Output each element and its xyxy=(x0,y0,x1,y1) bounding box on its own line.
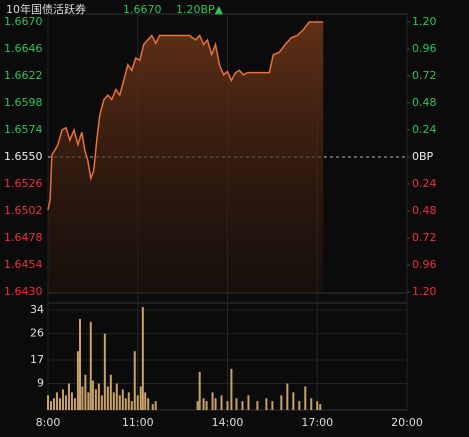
y-tick-label: 1.6646 xyxy=(4,42,43,55)
volume-bar xyxy=(124,398,127,410)
volume-bar xyxy=(106,386,109,410)
volume-bar xyxy=(47,395,49,410)
volume-bar xyxy=(319,404,322,410)
volume-bar xyxy=(316,401,319,410)
y-tick-label: 1.6670 xyxy=(4,15,43,28)
volume-bar xyxy=(52,398,55,410)
volume-bar xyxy=(115,383,118,410)
y2-tick-label: 0.96 xyxy=(412,42,437,55)
volume-bar xyxy=(79,318,82,410)
volume-bar xyxy=(280,395,283,410)
volume-bar xyxy=(304,386,307,410)
volume-bar xyxy=(235,398,238,410)
y2-tick-label: 0.24 xyxy=(412,123,437,136)
y-tick-label: 17 xyxy=(30,353,44,366)
volume-bar xyxy=(226,401,229,410)
last-price: 1.6670 xyxy=(123,3,162,16)
y2-tick-label: 0.24 xyxy=(412,177,437,190)
volume-bar xyxy=(265,398,268,410)
x-tick-label: 8:00 xyxy=(36,416,61,429)
y2-tick-label: 0.72 xyxy=(412,69,437,82)
x-tick-label: 11:00 xyxy=(122,416,154,429)
volume-bar xyxy=(139,386,142,410)
volume-bar xyxy=(271,401,274,410)
y-tick-label: 1.6526 xyxy=(4,177,43,190)
volume-bar xyxy=(49,401,52,410)
volume-bar xyxy=(97,383,100,410)
volume-bar xyxy=(112,392,115,410)
y2-tick-label: 0BP xyxy=(412,150,434,163)
volume-bar xyxy=(84,374,87,410)
volume-bar xyxy=(64,395,67,410)
y2-tick-label: 0.48 xyxy=(412,204,437,217)
volume-bar xyxy=(73,398,76,410)
price-line xyxy=(47,21,324,211)
volume-bar xyxy=(310,398,313,410)
volume-bar xyxy=(70,392,73,410)
volume-bar xyxy=(109,374,112,410)
volume-bar xyxy=(121,389,124,410)
volume-bar xyxy=(127,392,130,410)
volume-bar xyxy=(147,398,150,410)
y-tick-label: 1.6478 xyxy=(4,231,43,244)
volume-bar xyxy=(133,351,136,410)
y-tick-label: 1.6430 xyxy=(4,285,43,298)
price-area xyxy=(48,22,324,292)
volume-bar xyxy=(100,395,103,410)
volume-bar xyxy=(205,401,208,410)
y2-tick-label: 0.72 xyxy=(412,231,437,244)
volume-bar xyxy=(256,401,259,410)
change: 1.20BP▲ xyxy=(176,3,224,16)
volume-bar xyxy=(202,398,205,410)
volume-bar xyxy=(211,392,214,410)
volume-bar xyxy=(94,389,97,410)
volume-bar xyxy=(67,383,70,410)
volume-bar xyxy=(81,386,84,410)
x-tick-label: 17:00 xyxy=(301,416,333,429)
volume-bar xyxy=(55,392,58,410)
volume-bar xyxy=(61,389,64,410)
volume-bar xyxy=(144,392,147,410)
y-tick-label: 1.6574 xyxy=(4,123,43,136)
y2-tick-label: 1.20 xyxy=(412,15,437,28)
volume-bar xyxy=(198,371,201,410)
instrument-name: 10年国债活跃券 xyxy=(6,2,86,16)
volume-bar xyxy=(76,351,79,410)
volume-bar xyxy=(141,307,144,410)
y-tick-label: 1.6454 xyxy=(4,258,43,271)
y-tick-label: 1.6502 xyxy=(4,204,43,217)
y-tick-label: 34 xyxy=(30,303,44,316)
volume-bar xyxy=(214,398,217,410)
volume-bar xyxy=(103,333,106,410)
volume-bar xyxy=(89,321,92,410)
volume-bar xyxy=(286,383,289,410)
volume-bar xyxy=(118,395,121,410)
volume-bar xyxy=(58,398,61,410)
volume-bar xyxy=(241,401,244,410)
y2-tick-label: 0.96 xyxy=(412,258,437,271)
volume-bar xyxy=(151,404,154,410)
volume-bar xyxy=(292,392,295,410)
volume-bar xyxy=(220,395,223,410)
volume-bar xyxy=(230,368,233,410)
x-tick-label: 14:00 xyxy=(212,416,244,429)
volume-bar xyxy=(196,401,199,410)
y2-tick-label: 0.48 xyxy=(412,96,437,109)
y-tick-label: 9 xyxy=(37,377,44,390)
y2-tick-label: 1.20 xyxy=(412,285,437,298)
volume-bar xyxy=(154,401,157,410)
x-tick-label: 20:00 xyxy=(391,416,423,429)
volume-bar xyxy=(91,380,94,410)
y-tick-label: 1.6622 xyxy=(4,69,43,82)
volume-bar xyxy=(247,395,250,410)
volume-bar xyxy=(136,395,139,410)
y-tick-label: 1.6598 xyxy=(4,96,43,109)
volume-bar xyxy=(298,401,301,410)
y-tick-label: 26 xyxy=(30,327,44,340)
volume-bar xyxy=(87,392,90,410)
volume-bar xyxy=(130,401,133,410)
y-tick-label: 1.6550 xyxy=(4,150,43,163)
